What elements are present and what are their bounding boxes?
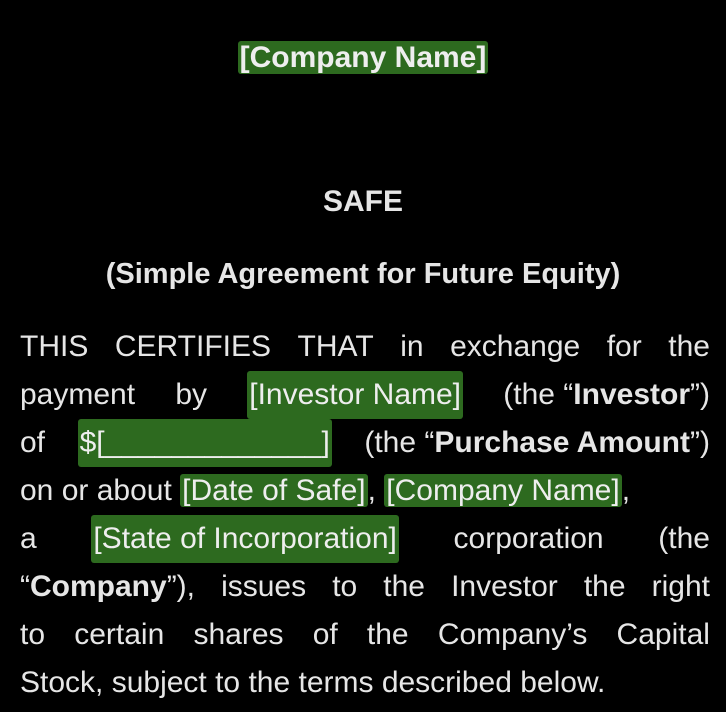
defined-term-company: Company [30,570,167,603]
state-of-incorporation-placeholder[interactable]: [State of Incorporation] [91,515,399,563]
paragraph-line: on or about [Date of Safe], [Company Nam… [20,467,710,515]
date-of-safe-placeholder[interactable]: [Date of Safe] [180,474,368,507]
defined-term-investor: Investor [573,378,691,411]
paragraph-line: payment by [Investor Name] (the “Investo… [20,371,710,419]
word: Stock, subject to the terms described be… [20,666,606,699]
paragraph-line: of $[_____________] (the “Purchase Amoun… [20,419,710,467]
word: for [606,330,642,363]
word: (the “ [503,378,574,411]
word: (the “ [364,426,435,459]
word: corporation [453,522,604,555]
company-name-inline-placeholder[interactable]: [Company Name] [384,474,622,507]
word: a [20,522,37,555]
company-name-placeholder[interactable]: [Company Name] [237,41,489,74]
word: the [366,618,409,651]
word: “ [20,570,30,603]
certification-paragraph: THIS CERTIFIES THAT in exchange for the … [20,323,710,707]
company-name-heading: [Company Name] [0,38,726,78]
paragraph-line: Stock, subject to the terms described be… [20,659,710,707]
word: in [400,330,424,363]
purchase-amount-definition: (the “Purchase Amount”) [364,419,710,467]
word: ”), [166,570,196,603]
word: Capital [616,618,710,651]
word: THIS [20,330,89,363]
word: ”) [690,378,710,411]
word: the [583,570,626,603]
document-subtitle: (Simple Agreement for Future Equity) [105,258,621,290]
word: issues [221,570,307,603]
paragraph-line: a [State of Incorporation] corporation (… [20,515,710,563]
paragraph-line: “Company”), issues to the Investor the r… [20,563,710,611]
word: Company’s [437,618,588,651]
company-definition: “Company”), [20,563,195,611]
word: Investor [451,570,558,603]
word: of [20,426,46,459]
word: certain [74,618,165,651]
paragraph-line: to certain shares of the Company’s Capit… [20,611,710,659]
word: CERTIFIES [114,330,272,363]
word: , [367,474,376,507]
word: exchange [450,330,581,363]
purchase-amount-placeholder[interactable]: $[_____________] [77,419,332,467]
word: payment [20,378,136,411]
word: ”) [690,426,710,459]
word: of [312,618,338,651]
document-title: SAFE [322,185,403,218]
word: (the [658,522,710,555]
word: THAT [297,330,374,363]
word: the [383,570,425,603]
investor-definition: (the “Investor”) [503,371,710,419]
word: by [175,378,208,411]
date-clause: on or about [Date of Safe], [Company Nam… [20,467,630,515]
word: shares [193,618,284,651]
word: the [668,330,710,363]
investor-name-placeholder[interactable]: [Investor Name] [247,371,464,419]
word: , [621,474,631,507]
defined-term-purchase-amount: Purchase Amount [434,426,690,459]
paragraph-line: THIS CERTIFIES THAT in exchange for the [20,323,710,371]
word: to [20,618,46,651]
word: right [651,570,710,603]
word: on or about [20,474,172,507]
word: to [332,570,358,603]
